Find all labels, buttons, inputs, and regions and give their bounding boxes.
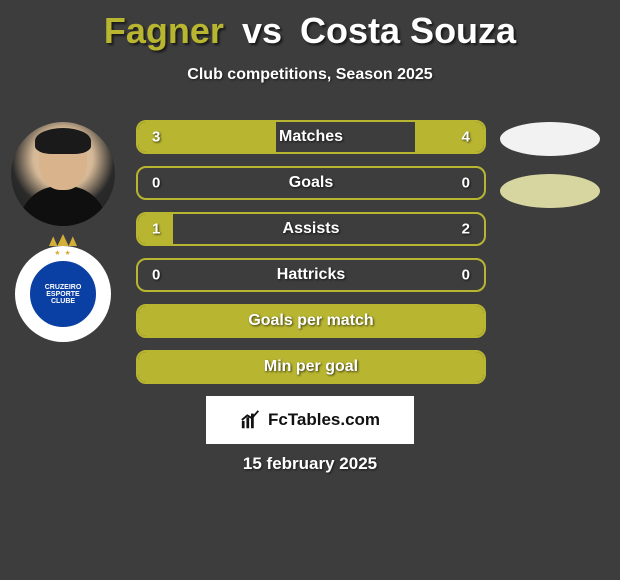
stat-row-goals: 0 0 Goals	[136, 166, 486, 200]
stat-row-hattricks: 0 0 Hattricks	[136, 258, 486, 292]
title-left-player: Fagner	[104, 10, 224, 51]
watermark: FcTables.com	[206, 396, 414, 444]
stat-value-right: 4	[462, 129, 470, 146]
comparison-card: Fagner vs Costa Souza Club competitions,…	[0, 0, 620, 580]
stat-label: Hattricks	[277, 266, 345, 284]
subtitle: Club competitions, Season 2025	[0, 66, 620, 84]
stat-value-right: 0	[462, 267, 470, 284]
title-right-player: Costa Souza	[300, 10, 516, 51]
date-label: 15 february 2025	[243, 454, 377, 474]
player-avatar	[11, 122, 115, 226]
stat-value-left: 1	[152, 221, 160, 238]
title-vs: vs	[242, 10, 282, 51]
stat-value-right: 0	[462, 175, 470, 192]
stat-row-assists: 1 2 Assists	[136, 212, 486, 246]
right-ellipse-0	[500, 122, 600, 156]
stat-value-left: 3	[152, 129, 160, 146]
right-ellipse-1	[500, 174, 600, 208]
stat-row-matches: 3 4 Matches	[136, 120, 486, 154]
right-column	[490, 120, 610, 226]
club-badge: ★ ★ CRUZEIROESPORTECLUBE	[15, 246, 111, 342]
page-title: Fagner vs Costa Souza	[0, 0, 620, 52]
stat-label: Goals	[289, 174, 333, 192]
stat-label: Matches	[279, 128, 343, 146]
stat-row-goals-per-match: Goals per match	[136, 304, 486, 338]
left-column: ★ ★ CRUZEIROESPORTECLUBE	[8, 122, 118, 342]
stat-bars: 3 4 Matches 0 0 Goals 1 2 Assists 0 0 Hattricks Goal…	[136, 120, 486, 396]
stat-value-left: 0	[152, 175, 160, 192]
stat-row-min-per-goal: Min per goal	[136, 350, 486, 384]
watermark-text: FcTables.com	[268, 410, 380, 430]
stat-value-left: 0	[152, 267, 160, 284]
stat-label: Assists	[283, 220, 340, 238]
stat-fill-right	[415, 122, 484, 152]
stat-label: Goals per match	[248, 312, 373, 330]
chart-icon	[240, 409, 262, 431]
stat-value-right: 2	[462, 221, 470, 238]
club-badge-text: CRUZEIROESPORTECLUBE	[45, 284, 82, 305]
stat-label: Min per goal	[264, 358, 358, 376]
